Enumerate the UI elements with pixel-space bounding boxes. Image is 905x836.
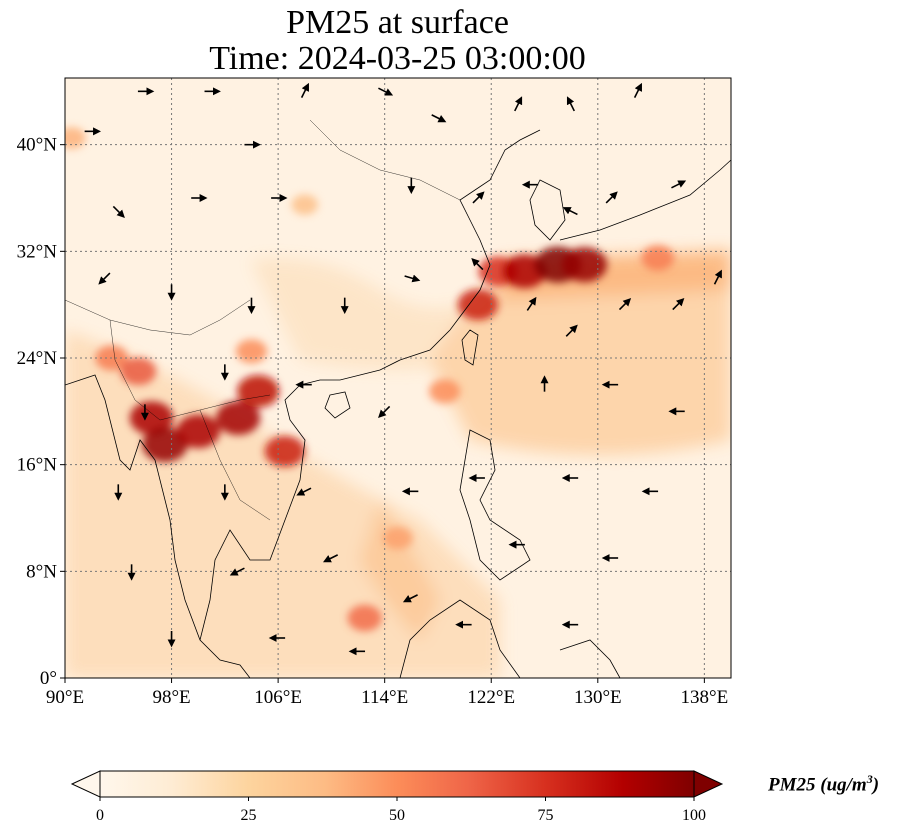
x-tick-label-4: 122°E: [467, 687, 515, 708]
wind-arrow-46: [322, 554, 339, 563]
border-laos: [199, 409, 271, 521]
coastline-borneo: [399, 599, 521, 678]
colorbar-title: PM25 (ug/m3): [768, 772, 880, 796]
y-tick-label-0: 0°: [40, 668, 57, 689]
hotspot-4: [237, 375, 280, 408]
y-axis-ticks: 0° 8°N 16°N 24°N 32°N 40°N: [17, 135, 65, 689]
cb-tick-label-4: 100: [682, 807, 706, 824]
x-tick-label-3: 114°E: [361, 687, 408, 708]
wind-arrow-8: [566, 96, 576, 112]
wind-arrow-26: [565, 324, 578, 337]
y-tick-label-2: 16°N: [17, 455, 58, 476]
map-frame: [64, 77, 732, 679]
border-mongolia: [309, 119, 461, 201]
wind-arrow-47: [402, 594, 418, 603]
pm25-field: [65, 78, 731, 678]
x-tick-label-2: 106°E: [254, 687, 302, 708]
border-himalaya: [65, 299, 251, 336]
borders: [65, 119, 461, 521]
hotspot-7: [120, 357, 157, 386]
coastline-hainan: [324, 391, 351, 419]
wind-arrow-17: [605, 191, 618, 204]
hotspot-2: [176, 414, 221, 449]
hotspot-15: [383, 526, 413, 550]
coastline-sulawesi: [559, 639, 621, 678]
hotspot-16: [347, 604, 382, 632]
cb-tick-label-0: 0: [96, 807, 104, 824]
wind-arrow-7: [514, 96, 523, 112]
hotspot-19: [65, 127, 86, 149]
coastline-china: [199, 129, 541, 641]
wind-arrow-9: [633, 82, 642, 98]
x-tick-label-6: 138°E: [681, 687, 729, 708]
colorbar-extend-min: [70, 770, 101, 798]
colorbar-ticks: 0 25 50 75 100: [96, 797, 706, 824]
colorbar-extend-max: [693, 770, 724, 798]
x-axis-ticks: 90°E 98°E 106°E 114°E 122°E 130°E 138°E: [46, 678, 728, 708]
coastlines: [65, 129, 731, 678]
y-tick-label-5: 40°N: [17, 135, 58, 156]
central-plume: [250, 258, 480, 370]
wind-vectors: [84, 82, 722, 656]
coastline-philippines: [459, 429, 531, 581]
hotspot-8: [457, 289, 499, 321]
border-myanmar: [109, 319, 271, 421]
hotspot-13: [641, 245, 675, 271]
coastline-korea: [529, 179, 566, 241]
y-tick-label-1: 8°N: [26, 561, 57, 582]
cb-tick-label-3: 75: [538, 807, 554, 824]
wind-arrow-28: [672, 298, 685, 311]
colorbar-gradient: [99, 770, 695, 798]
cb-tick-label-2: 50: [389, 807, 405, 824]
hotspot-1: [142, 427, 188, 463]
coastline-taiwan: [461, 329, 479, 366]
wind-arrow-19: [98, 272, 111, 285]
wind-arrow-45: [229, 567, 245, 576]
map-subtitle-time: Time: 2024-03-25 03:00:00: [209, 40, 586, 77]
y-tick-label-4: 32°N: [17, 241, 58, 262]
hotspot-3: [216, 400, 261, 436]
coastline-japan: [559, 159, 731, 241]
wind-arrow-39: [296, 487, 312, 496]
wind-arrow-18: [671, 180, 687, 189]
wind-arrow-16: [562, 207, 578, 216]
hotspot-0: [129, 401, 174, 435]
x-tick-label-0: 90°E: [46, 687, 84, 708]
coastline-mainland-sea: [65, 374, 251, 678]
eastern-plume: [430, 250, 731, 455]
wind-arrow-14: [472, 191, 485, 204]
colorbar: 0 25 50 75 100: [70, 770, 724, 824]
wind-arrow-29: [713, 269, 722, 285]
map-title: PM25 at surface: [286, 4, 509, 41]
wind-arrow-10: [112, 205, 125, 218]
wind-arrow-27: [618, 298, 632, 311]
wind-arrow-24: [471, 258, 484, 271]
gridlines: [65, 78, 731, 678]
hotspot-5: [264, 435, 306, 467]
wind-arrow-5: [378, 87, 394, 96]
wind-arrow-23: [404, 274, 421, 283]
cb-tick-label-1: 25: [241, 807, 257, 824]
y-tick-label-3: 24°N: [17, 348, 58, 369]
x-tick-label-5: 130°E: [574, 687, 622, 708]
wind-arrow-33: [378, 405, 391, 418]
x-tick-label-1: 98°E: [152, 687, 190, 708]
hotspot-14: [429, 379, 461, 404]
pollution-hotspots: [65, 127, 675, 632]
hotspot-18: [291, 194, 319, 215]
wind-arrow-6: [431, 114, 447, 123]
wind-arrow-4: [300, 82, 309, 98]
hotspot-17: [235, 339, 268, 364]
hotspot-12: [561, 247, 608, 283]
wind-arrow-25: [526, 296, 537, 311]
sea-plume: [360, 500, 440, 640]
